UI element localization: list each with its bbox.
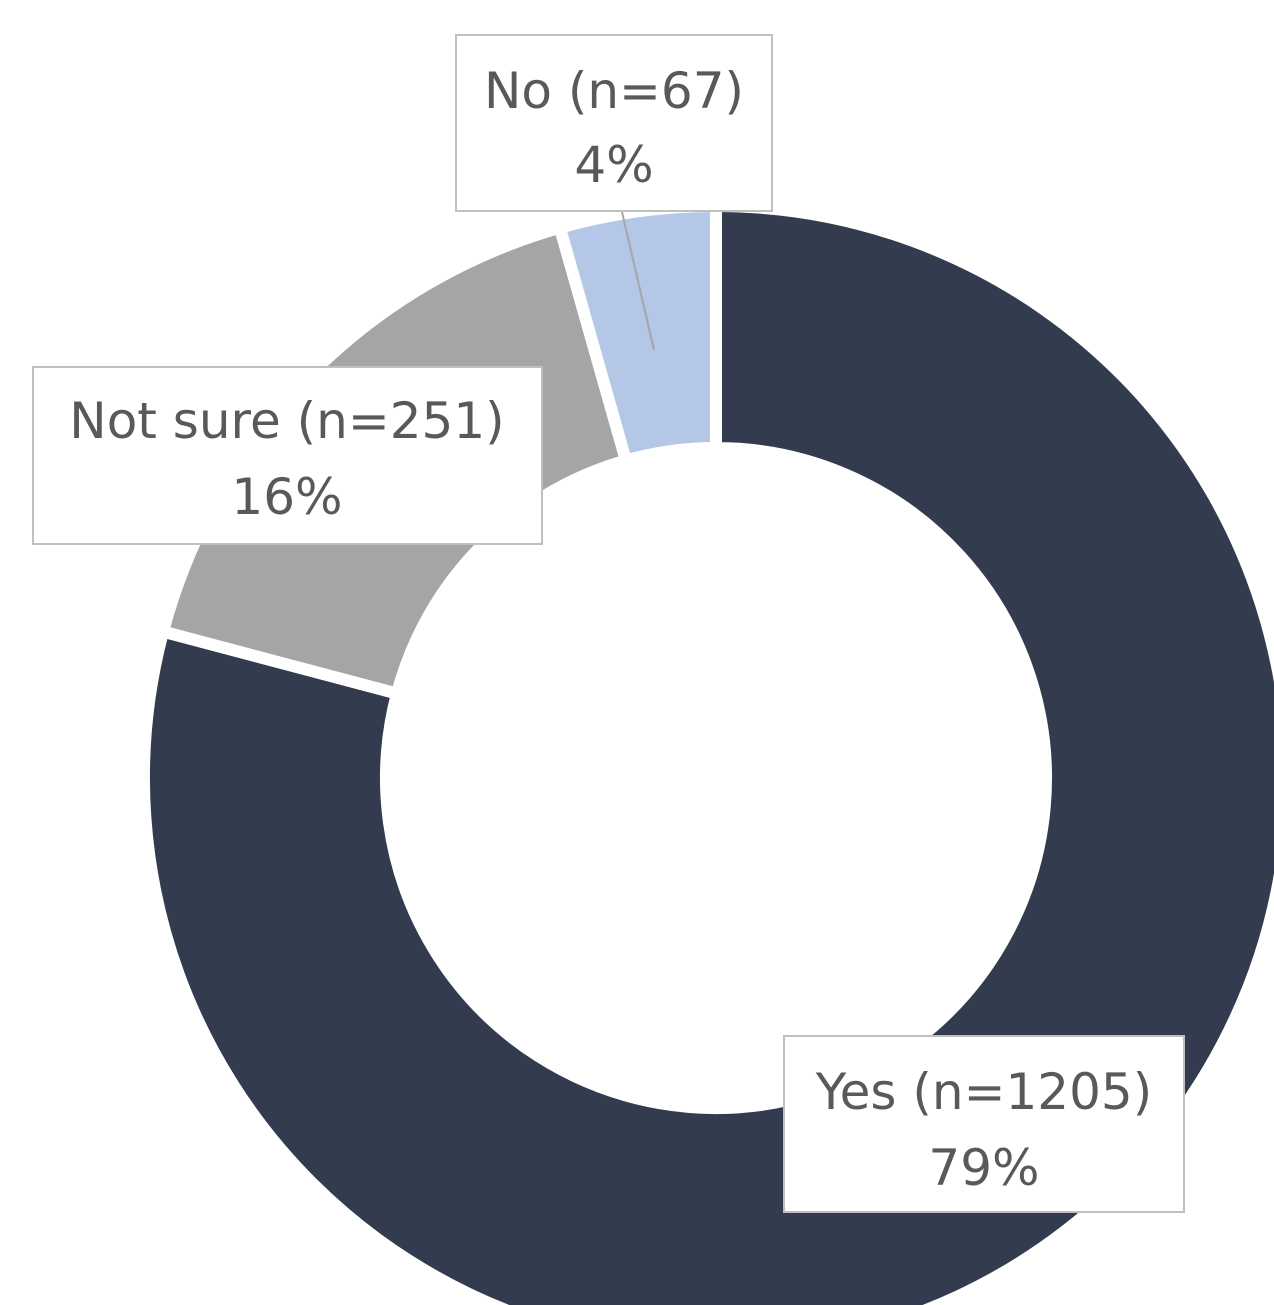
no-leader-line xyxy=(621,211,655,351)
label-box-no: No (n=67) 4% xyxy=(455,34,773,212)
slice-no xyxy=(552,199,722,468)
slice-yes xyxy=(138,199,1274,1305)
label-box-yes: Yes (n=1205) 79% xyxy=(783,1035,1185,1213)
chart-labels: No (n=67) 4% Not sure (n=251) 16% Yes (n… xyxy=(32,34,1185,1213)
slice-label-not-sure: Not sure (n=251) xyxy=(69,392,504,450)
slice-pct-yes: 79% xyxy=(928,1139,1039,1197)
slice-pct-no: 4% xyxy=(574,136,653,194)
label-box-not-sure: Not sure (n=251) 16% xyxy=(32,366,543,545)
slice-label-yes: Yes (n=1205) xyxy=(815,1063,1152,1121)
slice-pct-not-sure: 16% xyxy=(231,468,342,526)
slice-label-no: No (n=67) xyxy=(484,62,744,120)
